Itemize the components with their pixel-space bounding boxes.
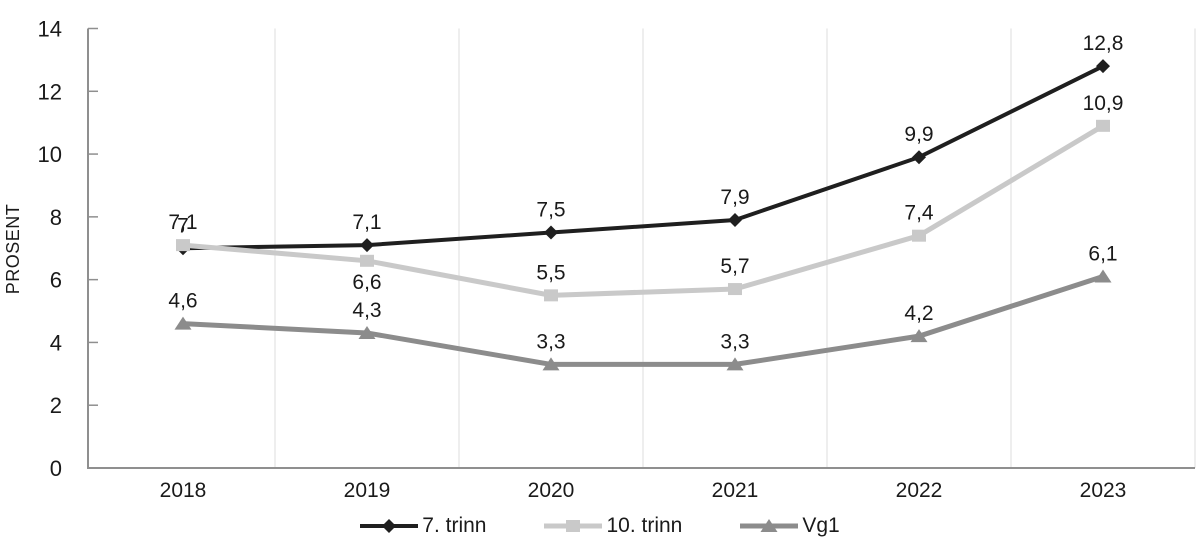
- data-point-label: 5,5: [536, 261, 565, 284]
- data-point-label: 12,8: [1083, 32, 1124, 55]
- y-tick-label: 6: [50, 268, 62, 293]
- legend-label: Vg1: [802, 514, 840, 537]
- data-point-label: 9,9: [904, 123, 933, 146]
- data-point-marker: [544, 289, 558, 302]
- data-point-label: 3,3: [536, 330, 565, 353]
- data-point-marker: [176, 239, 190, 252]
- data-point-label: 7,1: [168, 211, 197, 234]
- legend-swatch: [740, 519, 799, 532]
- data-point-label: 6,6: [352, 271, 381, 294]
- triangle-icon: [760, 519, 778, 532]
- y-tick-label: 8: [50, 205, 62, 230]
- data-point-label: 7,5: [536, 199, 565, 222]
- y-tick-label: 10: [38, 142, 62, 167]
- data-point-marker: [1096, 119, 1110, 132]
- legend-swatch: [544, 520, 603, 532]
- x-tick-label: 2022: [896, 479, 943, 502]
- x-tick-label: 2021: [712, 479, 759, 502]
- data-point-label: 4,2: [904, 302, 933, 325]
- data-point-label: 6,1: [1088, 243, 1117, 266]
- data-point-label: 7,9: [720, 186, 749, 209]
- data-point-label: 10,9: [1083, 92, 1124, 115]
- data-point-label: 3,3: [720, 330, 749, 353]
- data-point-label: 7,4: [904, 202, 934, 225]
- data-point-label: 5,7: [720, 255, 749, 278]
- x-tick-label: 2019: [344, 479, 391, 502]
- data-point-label: 4,3: [352, 299, 381, 322]
- legend-item-10-trinn: 10. trinn: [544, 514, 682, 538]
- y-tick-label: 2: [50, 393, 62, 418]
- y-axis-title: PROSENT: [3, 203, 23, 295]
- data-point-marker: [726, 357, 744, 371]
- data-point-marker: [544, 225, 558, 240]
- data-point-label: 4,6: [168, 290, 197, 313]
- series-line-10-trinn: [182, 123, 1105, 298]
- y-tick-label: 12: [38, 79, 62, 104]
- legend-label: 7. trinn: [422, 514, 487, 537]
- y-tick-label: 4: [50, 330, 62, 355]
- y-tick-label: 0: [50, 456, 62, 481]
- square-icon: [566, 520, 581, 532]
- data-point-marker: [360, 238, 374, 253]
- data-point-marker: [1096, 59, 1110, 74]
- data-point-marker: [360, 254, 374, 267]
- x-tick-label: 2018: [160, 479, 207, 502]
- data-point-marker: [1094, 269, 1112, 283]
- series-line-7-trinn: [182, 64, 1104, 251]
- data-point-marker: [542, 357, 560, 371]
- data-point-label: 7: [177, 214, 189, 237]
- data-point-marker: [174, 316, 192, 330]
- data-point-marker: [912, 229, 926, 242]
- x-tick-label: 2023: [1080, 479, 1127, 502]
- y-tick-label: 14: [38, 17, 62, 42]
- legend-label: 10. trinn: [606, 514, 683, 537]
- data-point-marker: [728, 212, 742, 227]
- x-tick-label: 2020: [528, 479, 575, 502]
- data-point-label: 7,1: [352, 211, 381, 234]
- chart-legend: 7. trinn 10. trinn Vg1: [0, 514, 1200, 538]
- data-point-marker: [728, 283, 742, 296]
- series-line-vg1: [182, 274, 1104, 367]
- legend-item-7-trinn: 7. trinn: [360, 514, 486, 538]
- data-point-marker: [358, 326, 376, 340]
- diamond-icon: [382, 519, 397, 533]
- data-point-marker: [912, 150, 926, 165]
- data-point-marker: [910, 329, 928, 343]
- legend-item-vg1: Vg1: [740, 514, 840, 538]
- legend-swatch: [360, 519, 419, 533]
